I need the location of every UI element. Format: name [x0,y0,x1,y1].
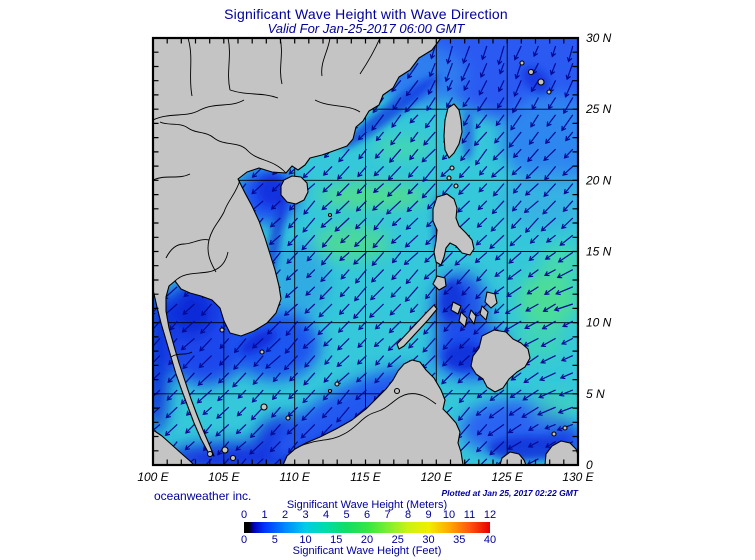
land-sumatra [153,429,195,465]
country-borders [153,38,437,448]
lat-label: 15 N [586,245,612,259]
lon-label: 110 E [279,470,310,484]
legend-feet-label: Significant Wave Height (Feet) [292,545,442,557]
land-hainan [280,175,309,205]
lon-label: 125 E [492,470,524,484]
lat-label: 0 [586,458,593,472]
land-taiwan [443,103,463,159]
meters-tick: 10 [442,509,456,521]
feet-tick: 0 [240,534,248,546]
meters-tick: 5 [343,509,350,521]
feet-tick: 20 [360,534,374,546]
land-palawan [396,304,438,350]
credit-oceanweather: oceanweather inc. [154,489,252,503]
feet-tick: 5 [271,534,278,546]
land-halmahera [544,440,578,465]
land-cebu [468,309,477,325]
legend-meters-label: Significant Wave Height (Meters) [286,499,448,511]
lat-label: 10 N [586,316,612,330]
meters-tick: 1 [261,509,268,521]
land-negros [458,311,468,328]
lat-label: 20 N [585,173,612,187]
small-islands [206,60,568,462]
feet-tick: 40 [483,534,497,546]
lon-label: 120 E [421,470,453,484]
lat-label: 30 N [586,31,612,45]
valid-time-subtitle: Valid For Jan-25-2017 06:00 GMT [267,21,465,36]
degree-ticks [152,37,579,466]
meters-tick: 3 [302,509,309,521]
land-leyte [479,305,489,321]
land-mindanao [470,329,531,393]
land-sulawesi-tip [499,451,527,465]
lon-label: 115 E [350,470,381,484]
plotted-at-stamp: Plotted at Jan 25, 2017 02:22 GMT [441,488,578,498]
lat-label: 5 N [586,387,605,401]
latitude-labels: 30 N 25 N 20 N 15 N 10 N 5 N 0 [585,31,612,472]
feet-tick: 25 [391,534,404,546]
meters-tick: 12 [483,509,497,521]
land-samar [484,291,498,309]
landmasses [153,38,578,465]
wave-height-colorbar [244,522,490,533]
meters-tick: 2 [281,509,289,521]
longitude-labels: 100 E 105 E 110 E 115 E 120 E 125 E 130 E [137,470,594,484]
meters-tick: 11 [463,509,476,521]
meters-tick: 7 [384,509,391,521]
meters-tick: 4 [322,509,330,521]
land-borneo [282,359,464,465]
lon-label: 105 E [208,470,240,484]
meters-tick: 0 [240,509,248,521]
land-mindoro [432,275,447,291]
meters-tick: 8 [404,509,412,521]
meters-tick: 9 [425,509,432,521]
lat-label: 25 N [585,102,612,116]
feet-tick: 10 [299,534,312,546]
meters-tick: 6 [363,509,371,521]
page-title: Significant Wave Height with Wave Direct… [224,6,508,22]
feet-tick: 30 [422,534,435,546]
feet-tick: 15 [330,534,343,546]
lon-label: 100 E [137,470,169,484]
feet-tick: 35 [453,534,466,546]
land-luzon [432,193,475,266]
land-panay [450,301,462,315]
lon-label: 130 E [562,470,594,484]
